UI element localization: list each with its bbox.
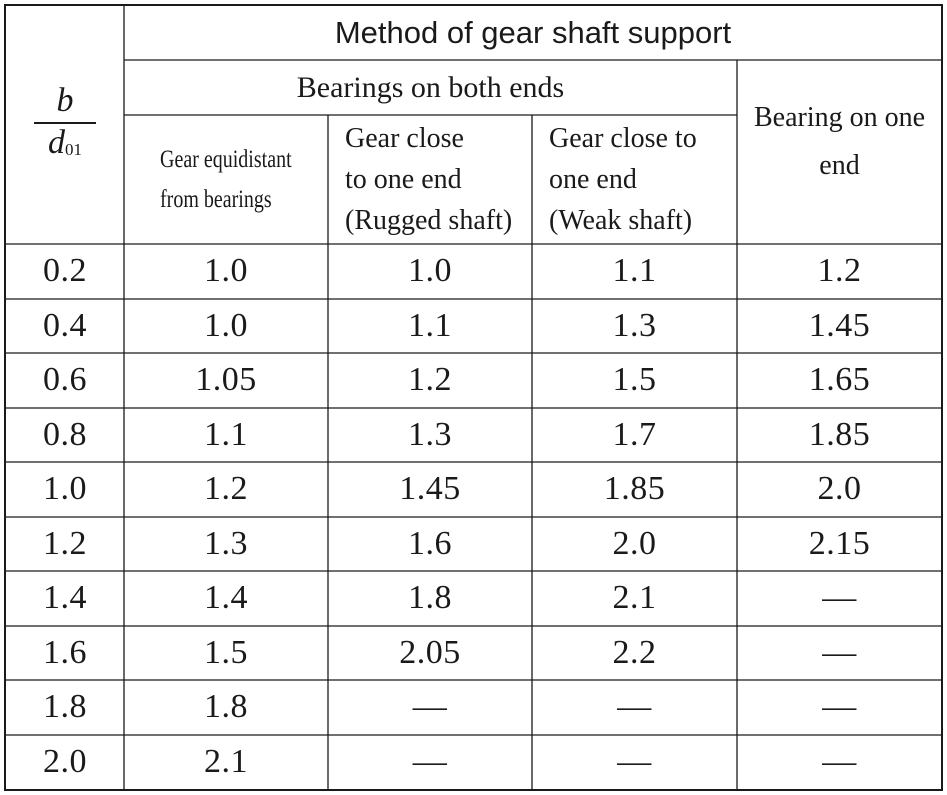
table-title: Method of gear shaft support xyxy=(334,15,732,50)
weak-cell: 1.1 xyxy=(612,252,657,290)
weak-cell: 2.1 xyxy=(612,579,657,617)
equidistant-cell: 1.05 xyxy=(195,361,257,399)
table-frame xyxy=(4,4,943,791)
ratio-cell: 0.8 xyxy=(43,415,87,453)
one-end-cell: 1.85 xyxy=(808,415,871,453)
rugged-cell: 1.1 xyxy=(408,306,452,344)
column-header-rugged: Gear close to one end (Rugged shaft) xyxy=(345,115,532,244)
one-end-cell: — xyxy=(822,633,857,671)
equidistant-cell: 1.8 xyxy=(204,688,248,726)
one-end-cell: 2.15 xyxy=(808,524,871,562)
rugged-cell: — xyxy=(412,742,448,780)
rugged-cell: 1.0 xyxy=(408,252,452,290)
fraction-bar xyxy=(34,121,96,124)
equidistant-cell: 2.1 xyxy=(204,742,248,780)
ratio-numerator: b xyxy=(56,81,74,119)
column-header-rugged-line2: to one end xyxy=(345,164,462,195)
one-end-cell: 2.0 xyxy=(817,470,862,508)
one-end-cell: 1.2 xyxy=(817,252,862,290)
ratio-header: b d01 xyxy=(6,6,124,244)
column-header-equidistant-line1: Gear equidistant xyxy=(160,145,292,173)
ratio-cell: 1.2 xyxy=(43,524,87,562)
ratio-cell: 0.4 xyxy=(43,306,87,344)
equidistant-cell: 1.0 xyxy=(204,306,248,344)
ratio-cell: 1.4 xyxy=(43,579,87,617)
rugged-cell: — xyxy=(412,688,448,726)
weak-cell: 1.3 xyxy=(612,306,657,344)
weak-cell: 2.2 xyxy=(612,633,657,671)
one-end-cell: 1.65 xyxy=(808,361,871,399)
ratio-cell: 0.2 xyxy=(43,252,87,290)
rugged-cell: 1.45 xyxy=(399,470,461,508)
column-header-weak-line2: one end xyxy=(549,164,637,195)
weak-cell: 1.85 xyxy=(603,470,666,508)
column-header-weak: Gear close to one end (Weak shaft) xyxy=(549,115,737,244)
group-header-both-ends: Bearings on both ends xyxy=(296,70,565,104)
rugged-cell: 2.05 xyxy=(399,633,461,671)
weak-cell: 1.5 xyxy=(612,361,657,399)
one-end-cell: — xyxy=(822,742,857,780)
column-header-one-end: Bearing on one end xyxy=(737,60,942,244)
equidistant-cell: 1.2 xyxy=(204,470,248,508)
weak-cell: — xyxy=(617,688,652,726)
rugged-cell: 1.3 xyxy=(408,415,452,453)
equidistant-cell: 1.1 xyxy=(204,415,248,453)
rugged-cell: 1.8 xyxy=(408,579,452,617)
weak-cell: 1.7 xyxy=(612,415,657,453)
column-header-equidistant-line2: from bearings xyxy=(160,185,272,213)
one-end-cell: — xyxy=(822,579,857,617)
column-header-rugged-line1: Gear close xyxy=(345,123,464,154)
equidistant-cell: 1.3 xyxy=(204,524,248,562)
ratio-cell: 0.6 xyxy=(43,361,87,399)
column-header-equidistant: Gear equidistant from bearings xyxy=(160,115,320,244)
ratio-cell: 1.8 xyxy=(43,688,87,726)
equidistant-cell: 1.5 xyxy=(204,633,248,671)
ratio-denominator-symbol: d xyxy=(48,123,65,161)
ratio-cell: 1.0 xyxy=(43,470,87,508)
ratio-denominator-subscript: 01 xyxy=(65,139,82,159)
column-header-weak-line1: Gear close to xyxy=(549,123,697,154)
rugged-cell: 1.2 xyxy=(408,361,452,399)
equidistant-cell: 1.4 xyxy=(204,579,248,617)
rugged-cell: 1.6 xyxy=(408,524,452,562)
weak-cell: 2.0 xyxy=(612,524,657,562)
one-end-cell: 1.45 xyxy=(808,306,871,344)
ratio-denominator: d01 xyxy=(48,123,82,167)
column-header-one-end-line1: Bearing on one xyxy=(753,102,926,133)
equidistant-cell: 1.0 xyxy=(204,252,248,290)
one-end-cell: — xyxy=(822,688,857,726)
weak-cell: — xyxy=(617,742,652,780)
column-header-rugged-line3: (Rugged shaft) xyxy=(345,205,513,236)
column-header-weak-line3: (Weak shaft) xyxy=(549,205,693,236)
ratio-cell: 1.6 xyxy=(43,633,87,671)
column-header-one-end-line2: end xyxy=(819,150,860,181)
ratio-cell: 2.0 xyxy=(43,742,87,780)
